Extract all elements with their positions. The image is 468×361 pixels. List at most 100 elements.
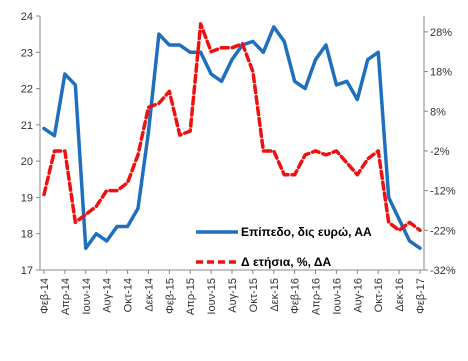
left-tick-label: 18 [21,229,33,241]
data-point-change [325,154,327,156]
legend-label-change: Δ ετήσια, %, ΔΑ [241,255,331,269]
x-tick-label: Αυγ-16 [352,278,364,313]
data-point-change [252,70,254,73]
data-point-level [53,135,56,137]
data-point-level [388,196,390,199]
data-point-change [106,190,108,192]
data-point-level [64,73,66,75]
x-tick-label: Οκτ-15 [248,278,260,312]
data-point-level [137,207,139,209]
x-tick-label: Φεβ-15 [164,278,176,314]
data-point-change [356,174,358,176]
left-tick-label: 17 [21,265,33,277]
x-tick-label: Ιουν-15 [206,278,218,315]
x-tick-label: Αυγ-14 [102,278,114,313]
data-point-change [158,102,160,104]
data-point-level [85,247,87,249]
x-tick-label: Οκτ-14 [123,278,135,312]
data-point-level [356,98,358,101]
right-axis-ticks: -32% -22% -12% -2% 8% 18% 28% [424,27,456,277]
data-point-change [64,150,66,152]
data-point-change [95,205,97,208]
x-tick-label: Ιουν-14 [81,278,93,315]
data-point-level [367,58,369,61]
left-tick-label: 22 [21,84,33,96]
right-tick-label: 8% [430,106,446,118]
x-tick-label: Αυγ-15 [227,278,239,313]
right-tick-label: -22% [430,225,456,237]
data-point-level [231,58,233,61]
data-point-change [85,213,87,216]
right-tick-label: -12% [430,186,456,198]
x-tick-label: Απρ-15 [185,278,197,315]
data-point-change [367,158,369,160]
x-tick-label: Δεκ-14 [143,278,155,312]
data-point-change [419,229,421,231]
x-tick-label: Ιουν-16 [331,278,343,315]
data-point-change [294,174,296,176]
data-point-level [189,51,191,53]
data-point-level [95,233,97,235]
left-axis-ticks: 17 18 19 20 21 22 23 24 [21,11,40,277]
right-tick-label: 18% [430,67,452,79]
x-tick-label: Απρ-16 [311,278,323,315]
data-point-change [147,106,150,108]
data-point-level [168,44,170,46]
data-point-level [335,84,338,86]
data-point-level [294,80,296,82]
series-line-change [42,22,422,233]
left-tick-label: 23 [21,47,33,59]
data-point-change [179,134,181,136]
data-point-level [262,51,264,53]
data-point-level [106,240,108,242]
data-point-change [168,90,170,93]
data-point-level [304,87,306,90]
left-tick-label: 19 [21,192,33,204]
data-point-level [377,51,379,53]
data-point-change [273,150,275,152]
data-point-level [346,80,348,82]
data-point-level [398,218,400,220]
x-tick-label: Φεβ-16 [290,278,302,314]
data-point-level [158,33,160,35]
data-point-change [53,150,56,152]
data-point-level [220,80,223,82]
data-point-level [74,84,76,86]
data-point-change [408,221,411,223]
data-point-level [116,225,118,228]
data-point-change [388,221,390,223]
data-point-change [304,154,306,156]
data-point-level [419,247,421,249]
x-tick-label: Απρ-14 [60,278,72,315]
data-point-change [74,221,76,223]
data-point-level [314,58,317,61]
right-tick-label: -2% [430,146,450,158]
data-point-change [377,150,379,152]
data-point-change [398,229,400,231]
x-tick-label: Φεβ-17 [415,278,427,314]
data-point-change [241,43,244,45]
data-point-change [43,193,45,196]
data-point-change [220,47,223,49]
data-point-level [283,40,285,43]
right-tick-label: 28% [430,27,452,39]
left-tick-label: 20 [21,156,33,168]
data-point-change [262,150,264,152]
data-point-level [179,44,181,46]
data-point-change [126,182,129,184]
data-point-change [335,150,338,152]
left-tick-label: 24 [21,11,33,23]
data-point-level [210,73,212,75]
series-layer [42,22,422,250]
data-point-change [231,47,233,49]
legend-label-level: Επίπεδο, δις ευρώ, ΑΑ [241,225,372,239]
data-point-change [137,154,139,156]
data-point-change [116,190,118,192]
data-point-level [43,127,45,130]
x-tick-label: Οκτ-16 [373,278,385,312]
x-tick-label: Δεκ-16 [394,278,406,312]
data-point-level [200,51,202,53]
data-point-change [346,162,348,164]
